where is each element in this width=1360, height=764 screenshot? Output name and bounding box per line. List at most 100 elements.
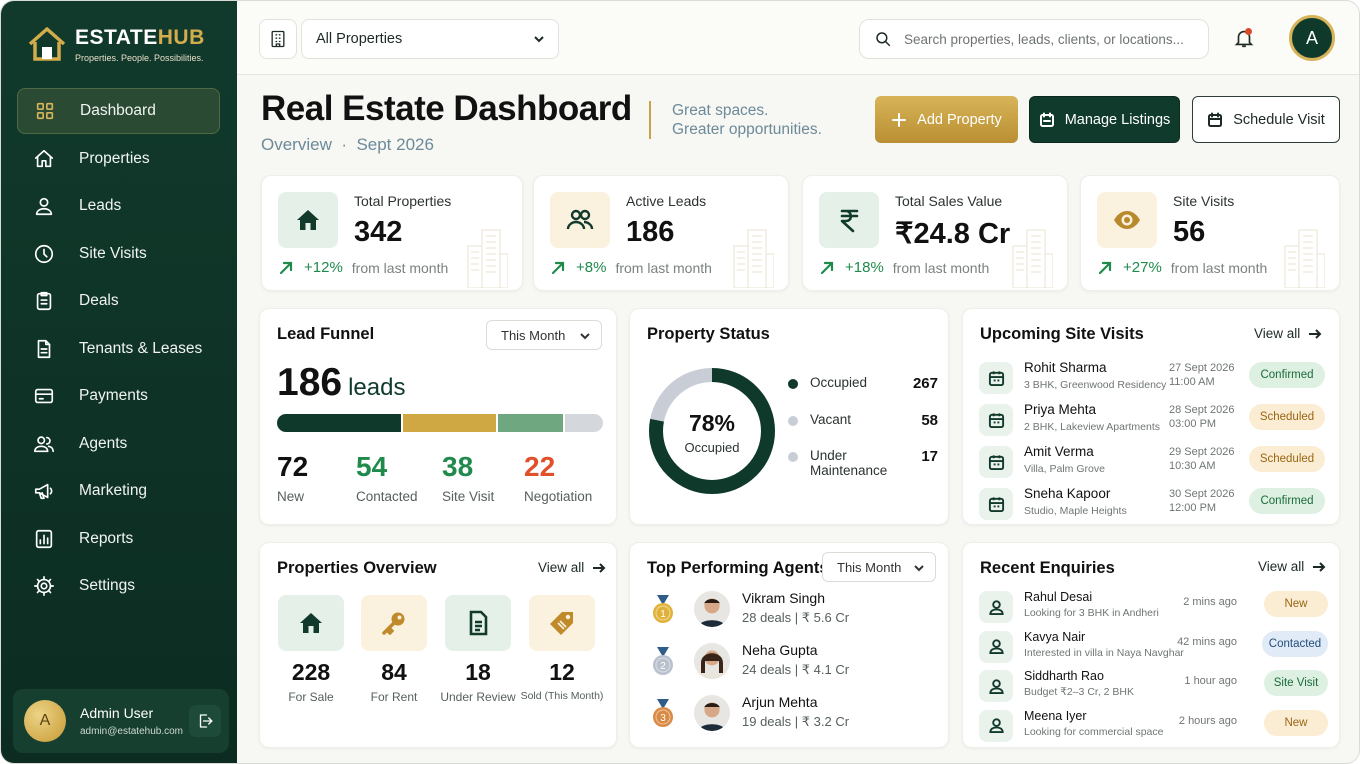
enquiry-row[interactable]: Rahul Desai Looking for 3 BHK in Andheri 2…: [979, 589, 1329, 627]
recent-enquiries-view-all[interactable]: View all: [1258, 559, 1326, 574]
sidebar-item-payments[interactable]: Payments: [17, 373, 220, 419]
sidebar: ESTATEHUB Properties. People. Possibilit…: [1, 1, 237, 763]
enquiry-detail: Budget ₹2–3 Cr, 2 BHK: [1024, 686, 1134, 698]
users-icon: [550, 192, 610, 248]
add-property-button[interactable]: Add Property: [875, 96, 1018, 143]
sidebar-item-marketing[interactable]: Marketing: [17, 468, 220, 514]
agent-stats: 19 deals | ₹ 3.2 Cr: [742, 714, 850, 729]
top-agents-period-dropdown[interactable]: This Month: [822, 552, 936, 582]
enquiry-row[interactable]: Meena Iyer Looking for commercial space 2 …: [979, 708, 1329, 746]
stat-card-total-properties[interactable]: Total Properties 342 +12% from last month: [261, 175, 523, 291]
user-email: admin@estatehub.com: [80, 726, 183, 737]
occupancy-donut: [649, 368, 775, 494]
stat-card-total-sales-value[interactable]: Total Sales Value ₹24.8 Cr +18% from last m…: [802, 175, 1068, 291]
enquiry-row[interactable]: Siddharth Rao Budget ₹2–3 Cr, 2 BHK 1 hour…: [979, 668, 1329, 706]
enquiry-time: 2 hours ago: [1178, 714, 1237, 727]
rank-medal-icon: 2: [653, 647, 673, 675]
overview-value: 228: [291, 659, 331, 685]
sidebar-item-site-visits[interactable]: Site Visits: [17, 231, 220, 277]
manage-listings-button[interactable]: Manage Listings: [1029, 96, 1180, 143]
stat-trend: +12% from last month: [278, 259, 448, 276]
stat-card-active-leads[interactable]: Active Leads 186 +8% from last month: [533, 175, 789, 291]
properties-overview-title: Properties Overview: [277, 559, 437, 577]
enquiry-status-badge: New: [1264, 591, 1328, 617]
visit-datetime: 30 Sept 2026 12:00 PM: [1169, 488, 1235, 514]
user-icon: [979, 709, 1013, 742]
sidebar-item-label: Payments: [79, 387, 148, 404]
calendar-icon: [979, 488, 1013, 520]
visit-property: 2 BHK, Lakeview Apartments: [1024, 421, 1160, 433]
stat-note: from last month: [1170, 259, 1268, 276]
stat-note: from last month: [892, 259, 990, 276]
overview-item-for-rent[interactable]: 84 For Rent: [360, 595, 428, 704]
sidebar-item-label: Site Visits: [79, 244, 147, 262]
sidebar-item-agents[interactable]: Agents: [17, 421, 220, 467]
stat-card-site-visits[interactable]: Site Visits 56 +27% from last month: [1080, 175, 1340, 291]
sidebar-item-label: Marketing: [79, 482, 148, 499]
header-tagline: Great spaces. Greater opportunities.: [649, 101, 822, 139]
stat-label: Total Properties: [354, 193, 452, 209]
top-agents-card: Top Performing Agents This Month 1 Vikram…: [629, 542, 949, 748]
schedule-visit-button[interactable]: Schedule Visit: [1192, 96, 1340, 143]
visit-row[interactable]: Priya Mehta 2 BHK, Lakeview Apartments 28 …: [979, 401, 1329, 439]
user-card[interactable]: A Admin User admin@estatehub.com: [13, 689, 229, 753]
lead-total: 186 leads: [277, 361, 406, 404]
sidebar-item-reports[interactable]: Reports: [17, 516, 220, 562]
user-icon: [979, 630, 1013, 663]
agent-name: Neha Gupta: [742, 642, 818, 658]
arrow-right-icon: [1309, 328, 1322, 339]
enquiry-row[interactable]: Kavya Nair Interested in villa in Naya Na…: [979, 629, 1329, 667]
stat-change: +12%: [304, 259, 343, 276]
funnel-count: 22: [524, 451, 556, 482]
funnel-stat-contacted: 54 Contacted: [356, 451, 418, 504]
lead-funnel-period-dropdown[interactable]: This Month: [486, 320, 602, 350]
sidebar-item-leads[interactable]: Leads: [17, 183, 220, 229]
property-select[interactable]: All Properties: [301, 19, 559, 59]
sidebar-item-settings[interactable]: Settings: [17, 563, 220, 609]
search-box[interactable]: [859, 19, 1209, 59]
brand-logo[interactable]: ESTATEHUB Properties. People. Possibilit…: [27, 25, 205, 63]
properties-overview-card: Properties Overview View all 228 For Sale…: [259, 542, 617, 748]
wallet-icon: [33, 385, 55, 407]
sidebar-item-tenants-leases[interactable]: Tenants & Leases: [17, 326, 220, 372]
report-icon: [33, 528, 55, 550]
chevron-down-icon: [914, 565, 924, 572]
page-subtitle: Overview · Sept 2026: [261, 135, 434, 154]
eye-icon: [1097, 192, 1157, 248]
visit-row[interactable]: Rohit Sharma 3 BHK, Greenwood Residency 27…: [979, 359, 1329, 397]
search-input[interactable]: [904, 31, 1204, 47]
legend-dot: [788, 452, 798, 462]
overview-item-sold-this-month[interactable]: 12 Sold (This Month): [521, 595, 603, 702]
notifications-button[interactable]: [1233, 27, 1257, 51]
enquiry-detail: Interested in villa in Naya Navghar: [1024, 646, 1184, 659]
brand-tagline: Properties. People. Possibilities.: [75, 52, 204, 63]
user-avatar[interactable]: A: [24, 700, 66, 742]
properties-overview-view-all[interactable]: View all: [538, 560, 606, 575]
building-icon: [271, 30, 285, 48]
sidebar-nav: Dashboard Properties Leads Site Visits Deals…: [17, 88, 220, 611]
sidebar-item-deals[interactable]: Deals: [17, 278, 220, 324]
visit-row[interactable]: Sneha Kapoor Studio, Maple Heights 30 Sept…: [979, 485, 1329, 523]
top-bar: All Properties A: [237, 1, 1359, 75]
visit-client-name: Amit Verma: [1024, 444, 1094, 459]
document-icon: [445, 595, 511, 651]
visit-row[interactable]: Amit Verma Villa, Palm Grove 29 Sept 2026 1…: [979, 443, 1329, 481]
overview-value: 84: [381, 659, 407, 685]
building-filter-button[interactable]: [259, 19, 297, 59]
tag-icon: [529, 595, 595, 651]
sidebar-item-properties[interactable]: Properties: [17, 136, 220, 182]
upcoming-visits-view-all[interactable]: View all: [1254, 326, 1322, 341]
agent-row[interactable]: 2 Neha Gupta 24 deals | ₹ 4.1 Cr: [650, 641, 940, 685]
overview-item-for-sale[interactable]: 228 For Sale: [277, 595, 345, 704]
profile-avatar[interactable]: A: [1289, 15, 1335, 61]
logout-button[interactable]: [189, 705, 221, 737]
agent-row[interactable]: 1 Vikram Singh 28 deals | ₹ 5.6 Cr: [650, 589, 940, 633]
enquiry-time: 42 mins ago: [1177, 635, 1237, 648]
sidebar-item-dashboard[interactable]: Dashboard: [17, 88, 220, 134]
calendar-icon: [979, 362, 1013, 394]
grid-icon: [34, 100, 56, 122]
funnel-stat-negotiation: 22 Negotiation: [524, 451, 592, 504]
stat-trend: +8% from last month: [550, 259, 712, 276]
overview-item-under-review[interactable]: 18 Under Review: [440, 595, 516, 704]
agent-row[interactable]: 3 Arjun Mehta 19 deals | ₹ 3.2 Cr: [650, 693, 940, 737]
